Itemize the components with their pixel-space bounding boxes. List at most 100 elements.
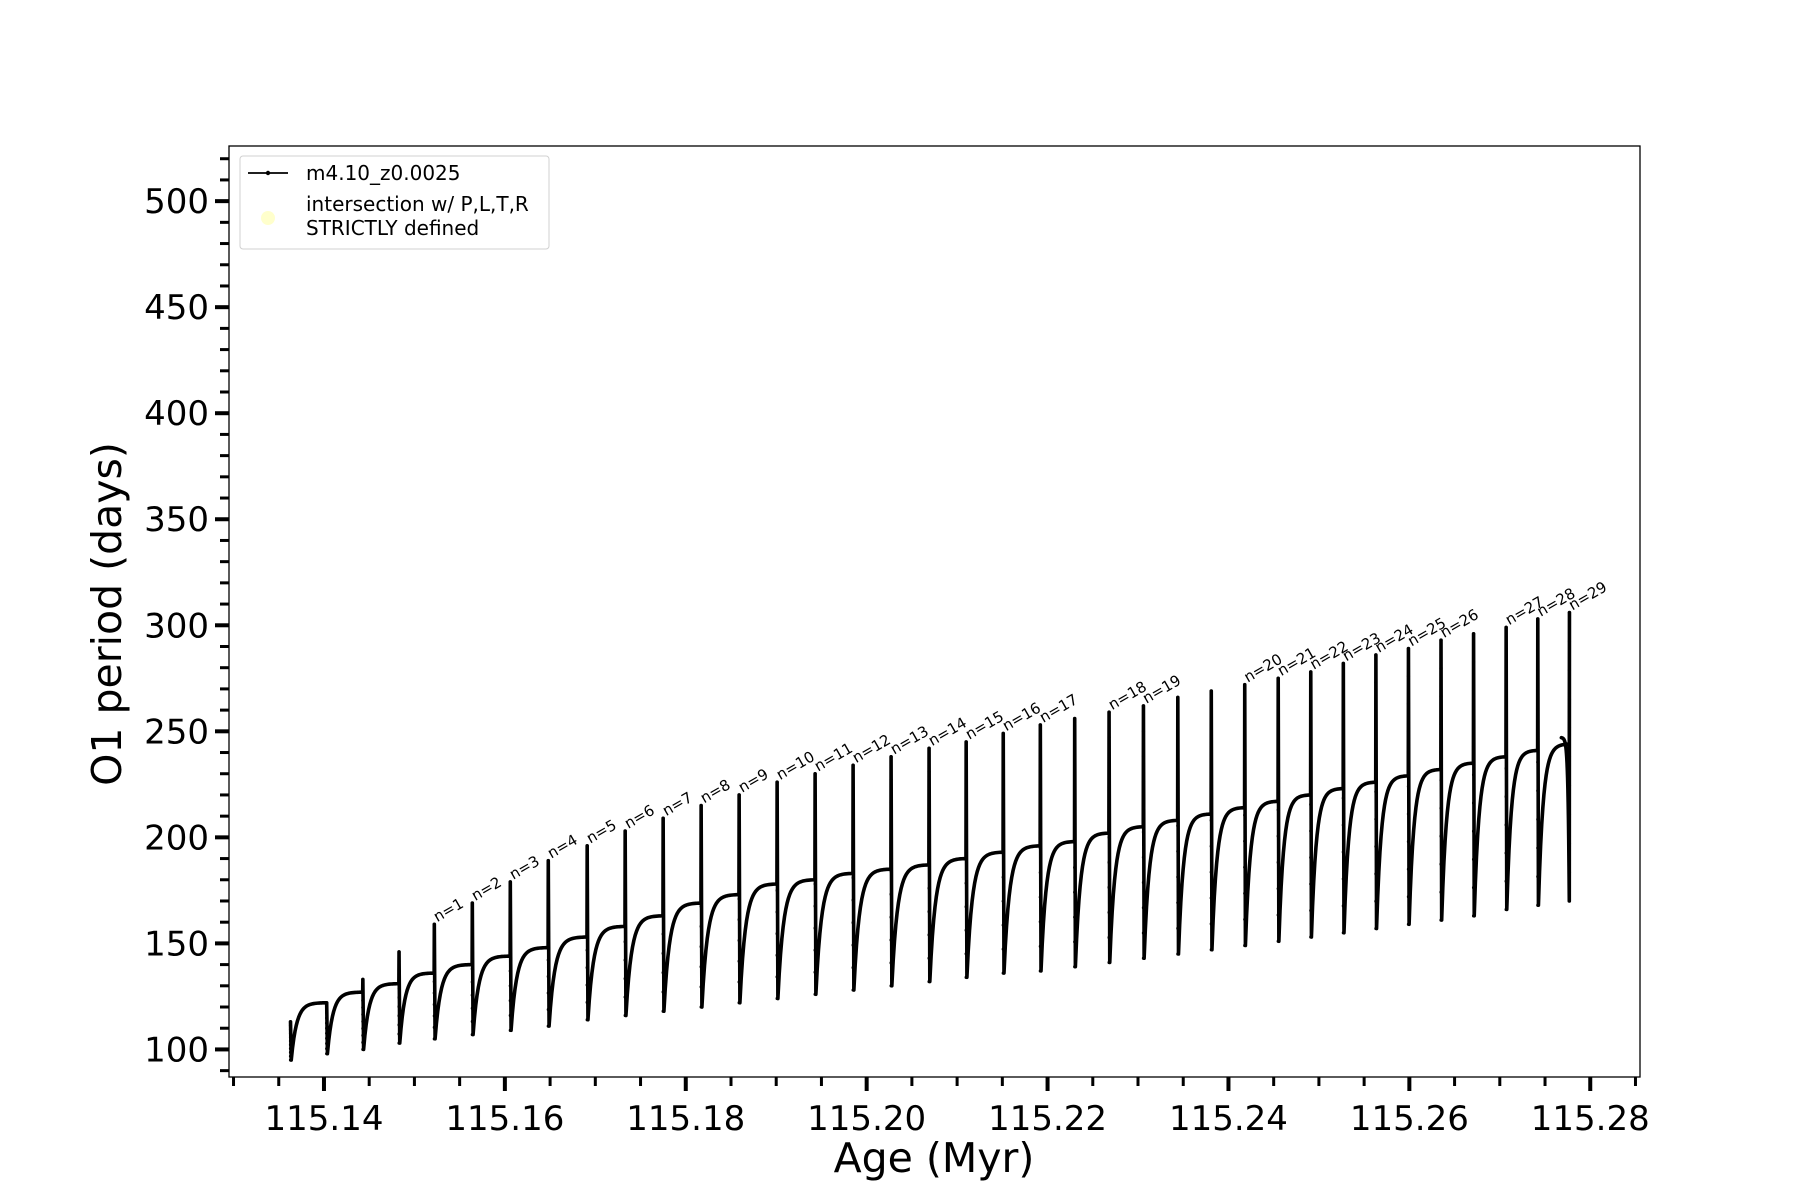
series-point	[1567, 668, 1572, 672]
series-point	[1439, 862, 1443, 866]
series-point	[1001, 947, 1005, 951]
series-point	[737, 793, 741, 797]
series-point	[1471, 914, 1476, 918]
series-point	[889, 915, 893, 919]
series-point	[699, 904, 703, 908]
series-point	[1141, 880, 1146, 885]
series-point	[661, 990, 665, 994]
series-point	[851, 943, 855, 947]
series-point	[508, 1013, 512, 1018]
series-point	[851, 786, 855, 790]
cycle-spike-markers	[1406, 647, 1411, 926]
series-point	[1567, 784, 1572, 788]
series-point	[1141, 805, 1146, 809]
series-point	[325, 1016, 329, 1020]
cycle-spike-markers	[851, 763, 855, 992]
series-point	[1309, 723, 1313, 727]
series-point	[508, 999, 512, 1003]
series-point	[623, 921, 627, 925]
series-point	[1243, 943, 1247, 948]
series-point	[1107, 935, 1111, 940]
series-point	[813, 794, 817, 798]
x-tick-label: 115.26	[1350, 1099, 1469, 1139]
series-point	[585, 965, 589, 970]
series-point	[1567, 812, 1572, 817]
series-point	[508, 880, 512, 884]
legend-line-marker-icon	[265, 170, 271, 176]
series-point	[1073, 766, 1077, 770]
series-point	[432, 1002, 436, 1007]
series-point	[699, 1005, 703, 1009]
series-point	[1504, 654, 1508, 658]
series-point	[775, 780, 779, 784]
series-point	[851, 876, 855, 880]
series-point	[775, 996, 779, 1001]
series-point	[623, 829, 627, 833]
series-point	[661, 971, 665, 975]
series-point	[1309, 935, 1313, 939]
series-point	[927, 956, 931, 960]
series-point	[397, 1023, 401, 1027]
series-point	[1309, 829, 1313, 833]
series-point	[1176, 695, 1180, 699]
series-point	[1276, 913, 1280, 917]
series-point	[889, 755, 893, 759]
series-point	[1209, 922, 1213, 926]
series-point	[851, 763, 855, 767]
series-point	[1471, 632, 1476, 636]
x-tick-label: 115.18	[626, 1099, 745, 1139]
series-point	[1107, 760, 1111, 764]
series-point	[1309, 802, 1313, 807]
series-point	[623, 940, 627, 944]
series-point	[623, 847, 627, 852]
series-point	[361, 1033, 365, 1038]
series-point	[1439, 806, 1443, 810]
series-point	[325, 1021, 329, 1025]
series-point	[508, 909, 512, 914]
series-point	[1141, 830, 1146, 834]
series-point	[737, 938, 741, 943]
series-point	[1406, 867, 1411, 871]
cycle-spike-markers	[288, 1020, 293, 1062]
series-point	[1567, 755, 1572, 759]
series-point	[397, 1014, 401, 1018]
series-point	[1176, 798, 1180, 802]
series-point	[288, 1039, 293, 1043]
series-point	[1567, 639, 1572, 644]
series-point	[1176, 926, 1180, 930]
series-point	[1504, 879, 1508, 883]
series-point	[813, 926, 817, 930]
series-point	[470, 1032, 474, 1037]
cycle-spike-markers	[1141, 704, 1146, 960]
series-point	[1001, 755, 1005, 760]
series-point	[1567, 899, 1572, 903]
series-point	[1471, 688, 1476, 692]
series-point	[432, 945, 436, 949]
legend-intersection-label-line-2: STRICTLY defined	[306, 216, 479, 240]
series-point	[813, 838, 817, 842]
series-point	[361, 1026, 365, 1031]
series-point	[851, 853, 855, 857]
series-point	[1276, 703, 1280, 707]
series-point	[964, 952, 968, 956]
series-point	[508, 939, 512, 943]
series-point	[737, 834, 741, 839]
series-point	[1243, 891, 1247, 895]
series-point	[1141, 704, 1146, 708]
series-point	[325, 1026, 329, 1030]
series-point	[927, 933, 931, 937]
y-tick-label: 500	[144, 182, 209, 222]
cycle-spike-markers	[1504, 625, 1508, 912]
series-point	[470, 1019, 474, 1024]
series-point	[1276, 887, 1280, 891]
series-point	[1276, 834, 1280, 838]
series-point	[1001, 851, 1005, 855]
series-point	[813, 992, 817, 996]
series-point	[1439, 834, 1443, 838]
cycle-spike-markers	[1073, 717, 1077, 969]
series-point	[1107, 735, 1111, 739]
series-point	[1504, 625, 1508, 630]
series-point	[1107, 835, 1111, 839]
series-point	[1374, 790, 1378, 794]
